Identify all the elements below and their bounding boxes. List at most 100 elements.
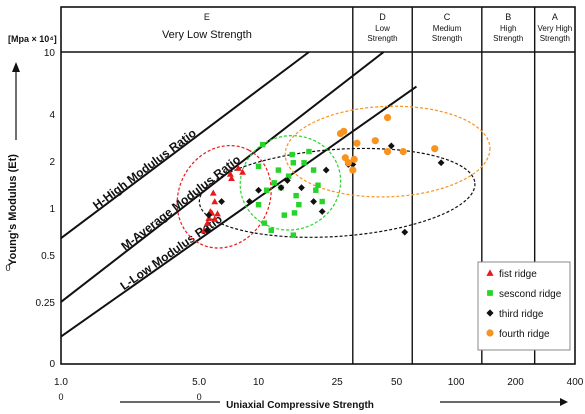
y-tick-label: 2 — [49, 157, 55, 168]
y-tick-label: 0 — [5, 263, 10, 273]
x-tick-label: 0 — [58, 392, 63, 402]
legend-marker — [486, 309, 494, 317]
data-point — [290, 160, 297, 166]
data-point — [291, 210, 298, 216]
x-tick-label: 1.0 — [54, 377, 68, 388]
plot-frame-group — [60, 6, 576, 365]
class-letter: E — [204, 12, 210, 22]
class-letter: A — [552, 12, 558, 22]
data-point — [306, 148, 312, 155]
data-point — [255, 186, 262, 194]
data-point — [310, 167, 317, 173]
legend-marker — [487, 290, 493, 296]
y-axis-arrow-head — [12, 62, 20, 72]
y-unit-label: [Mpa × 10⁴] — [8, 34, 57, 44]
data-point — [353, 139, 361, 147]
class-name: High Strength — [493, 24, 523, 43]
x-axis-label: Uniaxial Compressive Strength — [226, 400, 374, 411]
y-tick-label: 0.5 — [41, 251, 55, 262]
data-point — [214, 210, 221, 217]
data-point — [285, 173, 292, 179]
data-point — [313, 187, 319, 193]
x-tick-label: 100 — [448, 377, 465, 388]
data-point — [284, 177, 291, 184]
data-point — [319, 198, 325, 205]
y-tick-label: 10 — [44, 48, 56, 59]
y-tick-label: 1 — [49, 204, 55, 215]
x-tick-label: 0 — [197, 392, 202, 402]
ridge-ellipses — [176, 105, 491, 249]
legend-marker — [486, 329, 494, 337]
data-point — [296, 201, 302, 208]
data-point — [350, 155, 358, 163]
class-name: Very High Strength — [537, 24, 572, 43]
data-point — [275, 167, 282, 173]
class-letter: D — [379, 12, 386, 22]
data-point — [310, 198, 317, 205]
data-point — [293, 192, 299, 199]
data-point — [271, 180, 277, 186]
data-point — [315, 182, 321, 188]
data-point — [261, 220, 268, 226]
ridge-ellipse — [176, 144, 272, 249]
class-name: Medium Strength — [432, 24, 462, 43]
data-point — [246, 198, 253, 205]
data-point — [209, 189, 217, 196]
x-tick-label: 50 — [391, 377, 403, 388]
plot-border — [60, 6, 576, 365]
y-axis-label: Young's Modulus (Et) — [7, 154, 19, 266]
data-point — [203, 219, 211, 226]
data-point — [203, 226, 211, 234]
data-point — [383, 147, 392, 156]
x-tick-label: 25 — [332, 377, 344, 388]
data-points — [200, 113, 445, 238]
data-point — [268, 227, 274, 233]
data-point — [260, 141, 266, 148]
data-point — [344, 159, 352, 167]
data-point — [277, 184, 285, 192]
data-point — [263, 187, 270, 193]
data-point — [387, 142, 395, 150]
data-point — [226, 170, 234, 177]
y-tick-label: 0 — [49, 359, 55, 370]
data-point — [239, 168, 246, 175]
data-point — [349, 166, 357, 174]
data-point — [340, 127, 348, 135]
legend-label: fourth ridge — [499, 329, 550, 340]
data-point — [218, 198, 225, 205]
class-letter: C — [444, 12, 451, 22]
legend-label: fist ridge — [499, 269, 537, 280]
legend-marker — [486, 269, 494, 276]
data-point — [211, 215, 219, 222]
y-tick-label: 4 — [49, 110, 55, 121]
data-point — [298, 184, 305, 192]
data-point — [383, 113, 392, 122]
legend-label: sescond ridge — [499, 289, 562, 300]
data-point — [431, 145, 439, 153]
ridge-ellipse — [284, 105, 491, 198]
modulus-line — [60, 51, 310, 240]
x-tick-label: 10 — [253, 377, 265, 388]
data-point — [205, 211, 213, 219]
class-name: Low Strength — [367, 24, 397, 43]
legend-box — [477, 261, 571, 351]
data-point — [399, 147, 407, 156]
data-point — [281, 212, 288, 218]
data-point — [234, 164, 242, 171]
data-point — [289, 151, 295, 158]
y-tick-label: 0.25 — [36, 298, 56, 309]
data-point — [318, 208, 326, 215]
data-point — [301, 160, 307, 166]
data-point — [371, 137, 379, 145]
modulus-line — [60, 51, 385, 303]
ridge-ellipse — [239, 135, 342, 231]
x-tick-label: 400 — [567, 377, 584, 388]
x-tick-label: 5.0 — [192, 377, 206, 388]
data-point — [322, 166, 330, 174]
data-point — [228, 174, 235, 182]
data-point — [255, 163, 262, 170]
data-point — [290, 232, 297, 238]
x-axis-arrow-head — [560, 398, 568, 406]
